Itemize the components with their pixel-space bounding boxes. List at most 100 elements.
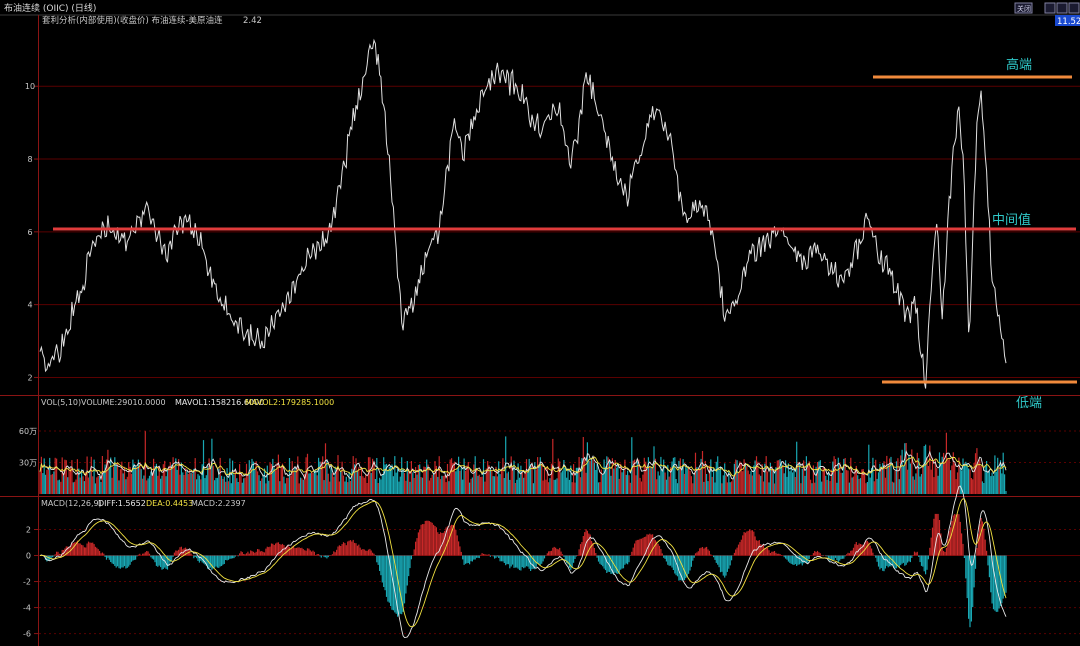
- volume-bar: [749, 474, 751, 494]
- volume-bar: [798, 463, 801, 494]
- close-button[interactable]: [1014, 2, 1033, 14]
- volume-bar: [189, 470, 191, 494]
- volume-bar: [356, 470, 358, 494]
- volume-bar: [563, 460, 565, 494]
- volume-bar: [439, 479, 442, 494]
- volume-bar: [895, 461, 898, 494]
- volume-bar: [518, 477, 521, 494]
- volume-bar: [74, 481, 76, 494]
- volume-bar: [775, 467, 777, 494]
- volume-bar: [728, 470, 730, 494]
- volume-bar: [736, 460, 738, 494]
- volume-bar: [110, 457, 112, 494]
- volume-bar: [961, 470, 963, 494]
- volume-bar: [255, 461, 257, 494]
- volume-bar: [451, 458, 453, 494]
- volume-bar: [530, 464, 532, 494]
- volume-bar: [527, 472, 529, 494]
- volume-bar: [681, 467, 683, 494]
- volume-bar: [216, 477, 218, 494]
- volume-bar: [797, 461, 799, 494]
- volume-bar: [219, 457, 221, 494]
- volume-bar: [89, 470, 91, 494]
- volume-bar: [757, 461, 759, 494]
- volume-bar: [825, 475, 827, 494]
- volume-bar: [672, 457, 674, 494]
- volume-bar: [638, 459, 640, 494]
- volume-bar: [925, 444, 927, 494]
- volume-bar: [782, 465, 784, 494]
- volume-panel-mavol2: MAVOL2:179285.1000: [245, 398, 334, 407]
- volume-bar: [616, 467, 618, 494]
- volume-bar: [430, 477, 432, 494]
- volume-bar: [882, 463, 884, 494]
- volume-bar: [71, 460, 73, 494]
- volume-bar: [624, 459, 626, 494]
- volume-bar: [410, 461, 412, 494]
- volume-bar: [153, 458, 155, 494]
- volume-bar: [403, 473, 406, 494]
- volume-bar: [358, 467, 360, 494]
- volume-bar: [992, 475, 995, 494]
- volume-bar: [104, 464, 106, 494]
- volume-bar: [700, 458, 702, 494]
- volume-bar: [833, 456, 835, 494]
- volume-bar: [893, 482, 895, 494]
- volume-bar: [385, 463, 388, 494]
- volume-bar: [902, 466, 904, 494]
- volume-bar: [320, 461, 322, 494]
- volume-bar: [828, 471, 830, 494]
- volume-bar: [818, 461, 820, 494]
- volume-bar: [171, 464, 173, 494]
- volume-bar: [420, 477, 422, 494]
- volume-bar: [564, 467, 566, 494]
- volume-bar: [112, 466, 115, 494]
- volume-bar: [532, 483, 534, 494]
- volume-bar: [927, 466, 929, 494]
- volume-bar: [668, 476, 670, 494]
- volume-bar: [373, 462, 375, 494]
- volume-bar: [574, 482, 576, 494]
- volume-bar: [229, 458, 231, 494]
- volume-bar: [941, 456, 943, 494]
- volume-bar: [211, 438, 213, 494]
- volume-bar: [649, 466, 651, 494]
- window-buttons[interactable]: 关闭: [1014, 2, 1080, 14]
- volume-bar: [395, 472, 397, 494]
- volume-bar: [226, 468, 228, 494]
- volume-bar: [150, 471, 152, 494]
- volume-bar: [377, 483, 379, 494]
- volume-bar: [937, 475, 939, 494]
- volume-bar: [214, 480, 216, 494]
- volume-bar: [273, 468, 275, 494]
- volume-bar: [295, 469, 297, 494]
- volume-bar: [178, 459, 180, 494]
- volume-bar: [331, 473, 333, 494]
- volume-bar: [918, 458, 920, 494]
- volume-bar: [380, 479, 382, 494]
- volume-bar: [997, 457, 999, 494]
- volume-bar: [434, 461, 436, 494]
- volume-bar: [722, 475, 724, 494]
- volume-bar: [872, 457, 874, 494]
- volume-bar: [955, 479, 957, 494]
- tile-button-2[interactable]: [1056, 2, 1068, 14]
- macd-plot: [39, 485, 1007, 638]
- volume-bar: [933, 477, 935, 494]
- volume-bar: [545, 479, 547, 494]
- volume-bar: [316, 475, 318, 494]
- volume-bar: [509, 479, 511, 494]
- volume-bar: [861, 469, 863, 494]
- volume-bar: [568, 479, 570, 494]
- tile-button-3[interactable]: [1068, 2, 1080, 14]
- volume-bar: [298, 483, 300, 494]
- volume-bar: [197, 474, 199, 494]
- volume-bar: [711, 476, 713, 494]
- volume-bar: [634, 459, 636, 494]
- volume-bar: [158, 466, 160, 494]
- volume-bar: [344, 481, 346, 494]
- volume-bar: [679, 458, 681, 494]
- volume-bar: [107, 449, 109, 494]
- tile-button-1[interactable]: [1044, 2, 1056, 14]
